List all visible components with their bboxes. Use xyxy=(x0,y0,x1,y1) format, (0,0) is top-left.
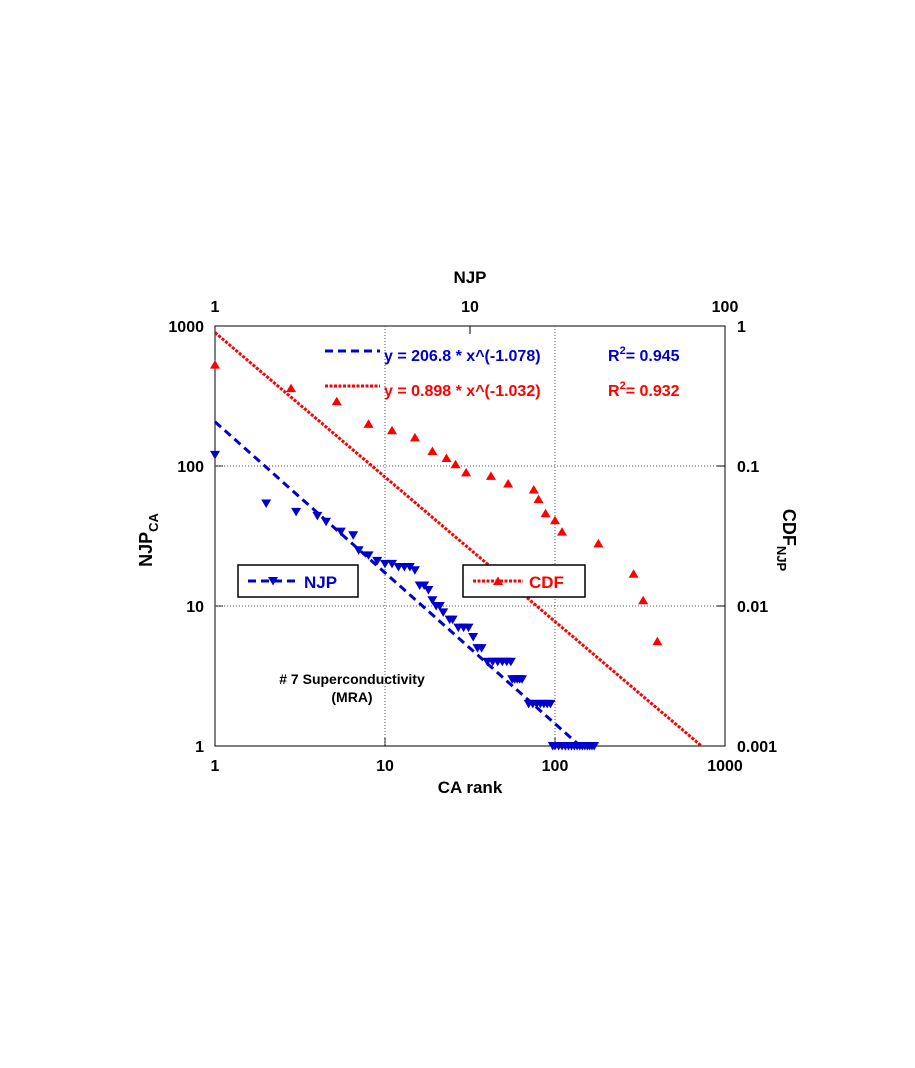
x-tick-label: 1 xyxy=(211,758,220,775)
legend-label: NJP xyxy=(304,573,337,592)
data-point xyxy=(485,471,496,480)
fit-equation: y = 206.8 * x^(-1.078) xyxy=(384,348,541,365)
data-point xyxy=(441,453,452,463)
data-point xyxy=(447,615,458,625)
annotation: (MRA) xyxy=(331,689,372,705)
r2-value: = 0.932 xyxy=(626,383,680,400)
data-point xyxy=(434,602,445,611)
data-point xyxy=(335,527,346,537)
r2-power: 2 xyxy=(620,380,626,392)
legend-label: CDF xyxy=(529,573,564,592)
x2-tick-label: 100 xyxy=(712,299,739,316)
fit-r2: R2= 0.945 xyxy=(608,345,680,365)
data-point xyxy=(468,633,479,642)
y-tick-label: 1 xyxy=(195,739,204,756)
data-point xyxy=(528,484,539,494)
x2-axis-label: NJP xyxy=(453,268,486,287)
data-point xyxy=(550,515,560,525)
x2-tick-label: 1 xyxy=(211,299,220,316)
data-point xyxy=(427,596,438,605)
data-point xyxy=(461,467,472,477)
y-tick-label: 1000 xyxy=(168,319,204,336)
legend-marker xyxy=(268,577,278,586)
data-point xyxy=(638,595,649,605)
y2-tick-label: 0.001 xyxy=(737,739,777,756)
data-point xyxy=(557,527,568,536)
y2-axis-label: CDFNJP xyxy=(774,509,799,572)
y-axis-label: NJPCA xyxy=(136,512,161,566)
y-tick-label: 100 xyxy=(177,459,204,476)
data-point xyxy=(312,511,323,521)
y-axis-label-sub: CA xyxy=(146,512,161,531)
y2-axis-label-sub: NJP xyxy=(774,546,789,572)
data-point xyxy=(404,562,415,572)
data-point xyxy=(545,699,556,709)
y-axis-label-main: NJP xyxy=(136,532,156,567)
x-tick-label: 100 xyxy=(542,758,569,775)
data-point xyxy=(331,396,342,406)
data-point xyxy=(533,494,544,504)
data-point xyxy=(476,644,487,653)
x-axis-label: CA rank xyxy=(438,778,503,797)
data-point xyxy=(210,360,220,369)
data-point xyxy=(210,450,220,460)
legend-box xyxy=(462,564,586,598)
data-point xyxy=(438,608,449,617)
data-point xyxy=(372,556,383,566)
y-tick-label: 10 xyxy=(186,599,204,616)
y2-axis-label-main: CDF xyxy=(779,509,799,546)
data-point xyxy=(503,478,514,488)
data-point xyxy=(463,623,474,633)
fit-equation: y = 0.898 * x^(-1.032) xyxy=(384,383,541,400)
r2-symbol: R xyxy=(608,383,620,400)
data-point xyxy=(589,742,600,751)
data-point xyxy=(652,636,663,646)
data-point xyxy=(321,517,332,527)
y2-tick-label: 0.1 xyxy=(737,459,759,476)
annotation: # 7 Superconductivity xyxy=(279,671,425,687)
x-tick-label: 1000 xyxy=(707,758,743,775)
data-point xyxy=(363,551,374,560)
data-point xyxy=(419,581,430,591)
data-point xyxy=(505,657,516,667)
data-point xyxy=(409,432,420,442)
y2-tick-label: 0.01 xyxy=(737,599,768,616)
data-point xyxy=(517,675,528,684)
fit-line xyxy=(214,420,582,748)
r2-value: = 0.945 xyxy=(626,348,680,365)
data-point xyxy=(387,425,398,435)
y2-tick-label: 1 xyxy=(737,319,746,336)
data-point xyxy=(380,559,390,569)
data-point xyxy=(409,566,420,575)
r2-power: 2 xyxy=(620,345,626,357)
data-point xyxy=(427,446,438,455)
data-point xyxy=(348,531,359,540)
data-point xyxy=(363,419,374,428)
data-point xyxy=(387,559,398,569)
legend-box xyxy=(237,564,359,598)
fit-r2: R2= 0.932 xyxy=(608,380,680,400)
data-point xyxy=(261,499,272,508)
x-tick-label: 10 xyxy=(376,758,394,775)
data-point xyxy=(353,546,364,555)
data-point xyxy=(593,538,604,548)
data-point xyxy=(628,569,639,578)
data-point xyxy=(423,586,434,595)
data-point xyxy=(291,507,302,517)
fit-line xyxy=(214,331,703,748)
data-point xyxy=(450,459,461,469)
data-point xyxy=(540,508,551,518)
legend-marker xyxy=(493,576,503,585)
data-point xyxy=(286,383,297,393)
r2-symbol: R xyxy=(608,348,620,365)
x2-tick-label: 10 xyxy=(461,299,479,316)
